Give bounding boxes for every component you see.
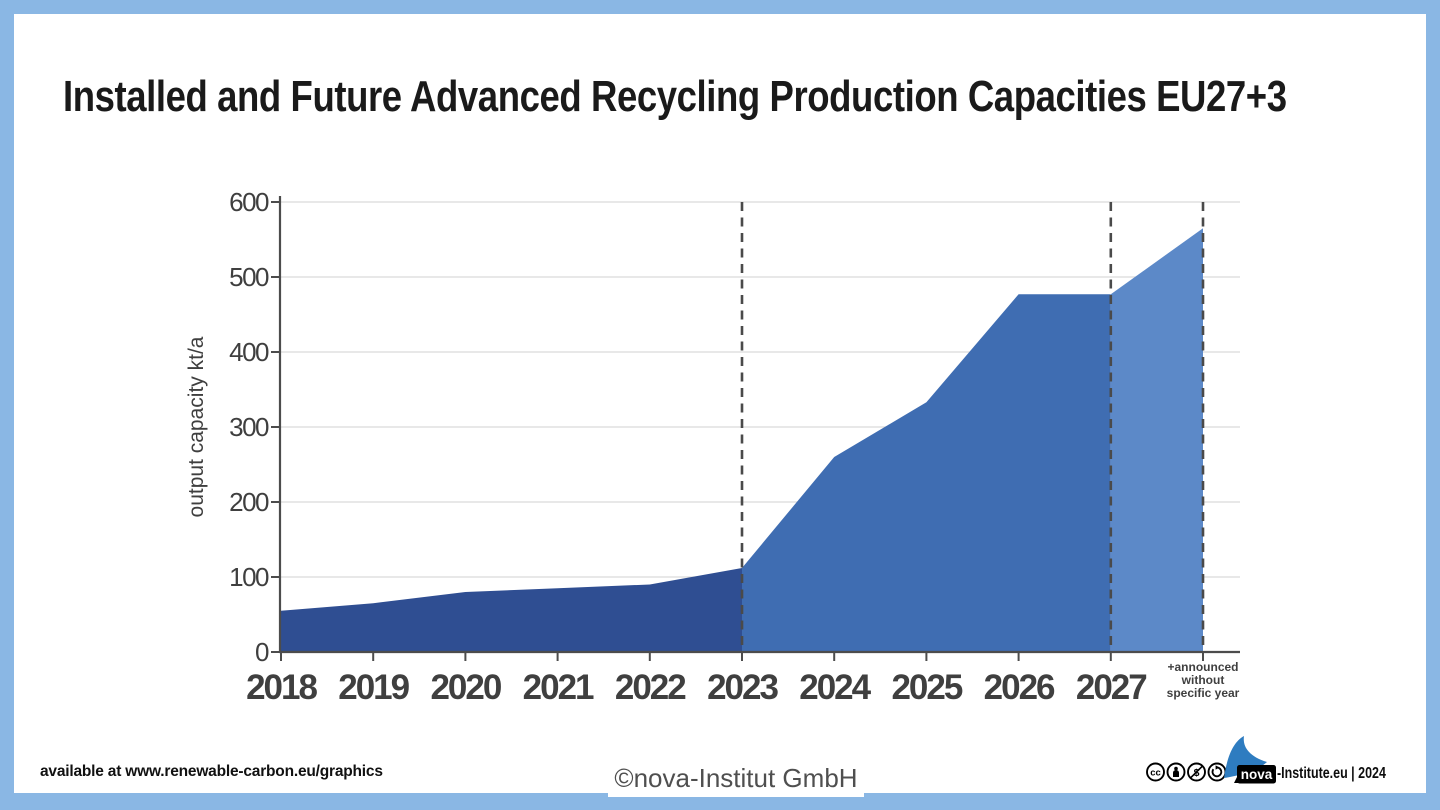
availability-note: available at www.renewable-carbon.eu/gra… (40, 763, 383, 780)
cc-sa-arrow-arc (1211, 766, 1223, 778)
cc-by-circle (1166, 762, 1186, 782)
x-tick-label-line: +announced (1167, 660, 1238, 674)
cc-icon: cc (1146, 762, 1165, 782)
cc-by-icon (1166, 762, 1186, 782)
y-axis-title: output capacity kt/a (185, 336, 208, 517)
y-tick-label: 500 (229, 262, 269, 292)
x-tick-label: 2023 (707, 668, 778, 707)
x-tick-label-line: without (1181, 673, 1225, 687)
watermark-text: ©nova-Institut GmbH (608, 760, 864, 797)
y-tick-label: 400 (229, 337, 269, 367)
nova-logo: nova (1224, 736, 1276, 784)
x-tick-label-announced: +announced without specific year (1167, 660, 1240, 700)
x-tick-label: 2022 (615, 668, 686, 707)
y-tick-label: 600 (229, 187, 269, 217)
nova-logo-wordmark: nova (1241, 767, 1273, 782)
y-tick-label: 300 (229, 412, 269, 442)
cc-by-body (1173, 770, 1179, 777)
area-segment-announced-without-specific-year (1110, 228, 1203, 652)
cc-license-icons: cc $ (1146, 762, 1227, 782)
area-segment-future-2023-2027 (742, 294, 1111, 652)
x-tick-label: 2020 (430, 668, 501, 707)
y-tick-label: 200 (229, 487, 269, 517)
x-tick-label: 2024 (799, 668, 871, 707)
x-tick-label: 2018 (246, 668, 317, 707)
cc-by-head (1174, 766, 1178, 771)
cc-nc-circle (1187, 762, 1206, 782)
nova-logo-box (1237, 765, 1276, 784)
x-tick-label: 2021 (523, 668, 594, 707)
chart-title: Installed and Future Advanced Recycling … (63, 72, 1287, 121)
cc-nc-slash (1190, 765, 1203, 779)
area-segment-installed-2018-2023 (281, 568, 742, 652)
x-tick-label-line: specific year (1167, 686, 1240, 700)
brand-suffix: -Institute.eu | 2024 (1277, 765, 1386, 782)
cc-icon-circle (1146, 762, 1165, 782)
y-tick-label: 0 (255, 637, 269, 667)
cc-sa-arrowhead (1215, 765, 1220, 770)
cc-icon-glyph: cc (1150, 767, 1161, 778)
cc-nc-icon: $ (1187, 762, 1206, 782)
x-tick-label: 2019 (338, 668, 409, 707)
y-tick-label: 100 (229, 562, 269, 592)
x-tick-label: 2025 (891, 668, 962, 707)
x-tick-label: 2026 (984, 668, 1055, 707)
x-tick-label: 2027 (1076, 668, 1146, 707)
